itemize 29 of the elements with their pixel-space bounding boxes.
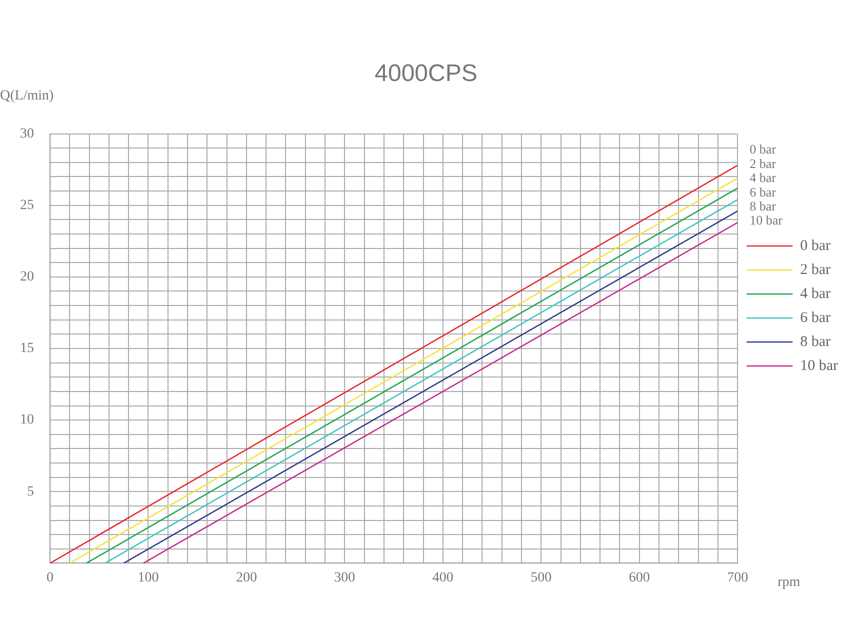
y-tick-label: 30 [20,126,34,142]
legend-label: 6 bar [800,310,831,326]
text: 2 bar [750,156,776,171]
x-tick-label: 500 [530,570,552,586]
text: 0 bar [750,142,776,157]
legend-label: 10 bar [800,358,838,374]
x-tick-label: 0 [46,570,54,586]
y-tick-label: 5 [27,484,34,500]
text: 10 bar [750,212,782,228]
legend-label: 4 bar [800,286,831,302]
text: 6 bar [750,184,776,200]
legend-label: 0 bar [800,238,831,254]
x-axis-title: rpm [778,574,800,590]
legend-label: 2 bar [800,262,831,278]
y-tick-label: 15 [20,341,34,356]
text: 8 bar [750,198,776,214]
x-tick-label: 700 [727,570,748,586]
y-axis-title: Q(L/min) [0,88,54,104]
x-tick-label: 300 [334,570,356,586]
legend-label: 8 bar [800,334,831,350]
y-tick-label: 10 [20,412,34,428]
x-tick-label: 200 [236,570,257,586]
x-tick-label: 600 [628,570,650,586]
y-tick-label: 20 [20,270,34,285]
y-tick-label: 25 [20,198,34,214]
x-tick-label: 100 [138,570,159,586]
x-tick-label: 400 [432,570,454,586]
chart-title: 4000CPS [374,60,478,88]
text: 4 bar [750,170,776,186]
